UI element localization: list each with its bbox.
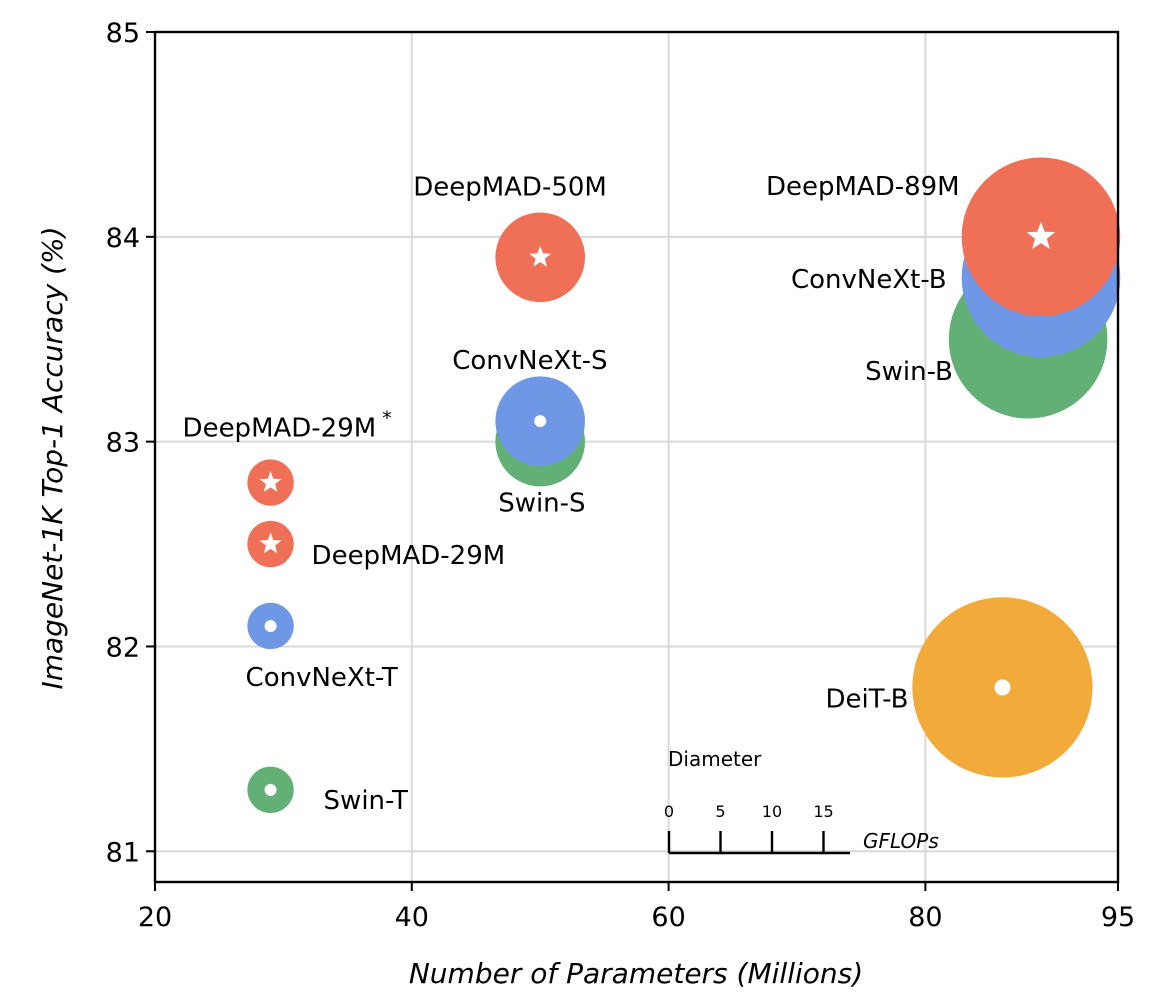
x-tick-label: 80: [908, 902, 942, 933]
y-tick-label: 81: [106, 837, 140, 868]
center-dot-marker: [264, 619, 277, 632]
star-marker: [529, 245, 552, 267]
legend-tick-label: 15: [813, 802, 833, 821]
y-tick-label: 84: [106, 223, 140, 254]
point-label: DeiT-B: [825, 684, 908, 714]
plot-frame: [153, 30, 1120, 884]
legend-unit: GFLOPs: [863, 829, 939, 853]
asterisk-superscript: *: [382, 408, 392, 430]
axis-ticks: 20 40 60 80 95 81 82 83 84 85: [106, 18, 1136, 933]
point-label: ConvNeXt-T: [246, 663, 398, 693]
legend-tick-label: 10: [762, 802, 782, 821]
y-tick-label: 83: [106, 428, 140, 459]
point-label: DeepMAD-89M: [766, 172, 960, 202]
point-label: DeepMAD-29M: [312, 541, 506, 571]
star-marker: [259, 471, 282, 492]
center-dot-marker: [534, 415, 547, 428]
grid-lines: [155, 32, 1118, 882]
size-legend: Diameter 0 5 10 15 GFLOPs: [664, 747, 939, 855]
x-tick-label: 95: [1101, 902, 1135, 933]
legend-tick-label: 0: [664, 802, 674, 821]
point-label: DeepMAD-29M *: [183, 408, 392, 444]
y-tick-label: 85: [106, 18, 140, 49]
x-tick-label: 60: [651, 902, 685, 933]
data-points: [247, 157, 1121, 814]
point-label: Swin-B: [865, 357, 953, 387]
star-marker: [259, 532, 282, 554]
center-dot-marker: [264, 783, 277, 796]
center-dot-marker: [994, 679, 1011, 696]
legend-title: Diameter: [668, 747, 762, 771]
point-labels: DeepMAD-29M * DeepMAD-29M ConvNeXt-T Swin-T S…: [183, 172, 960, 816]
point-label: ConvNeXt-B: [791, 265, 947, 295]
star-marker: [1026, 221, 1056, 249]
y-axis-title: ImageNet-1K Top-1 Accuracy (%): [36, 226, 69, 689]
legend-tick-label: 5: [715, 802, 725, 821]
x-tick-label: 40: [395, 902, 429, 933]
point-label: Swin-S: [498, 489, 585, 519]
y-tick-label: 82: [106, 632, 140, 663]
x-tick-label: 20: [138, 902, 172, 933]
axes-frame: [153, 30, 1120, 884]
point-label: DeepMAD-50M: [413, 172, 607, 202]
point-label: ConvNeXt-S: [452, 346, 607, 376]
point-label: Swin-T: [324, 786, 408, 816]
x-axis-title: Number of Parameters (Millions): [409, 957, 863, 990]
